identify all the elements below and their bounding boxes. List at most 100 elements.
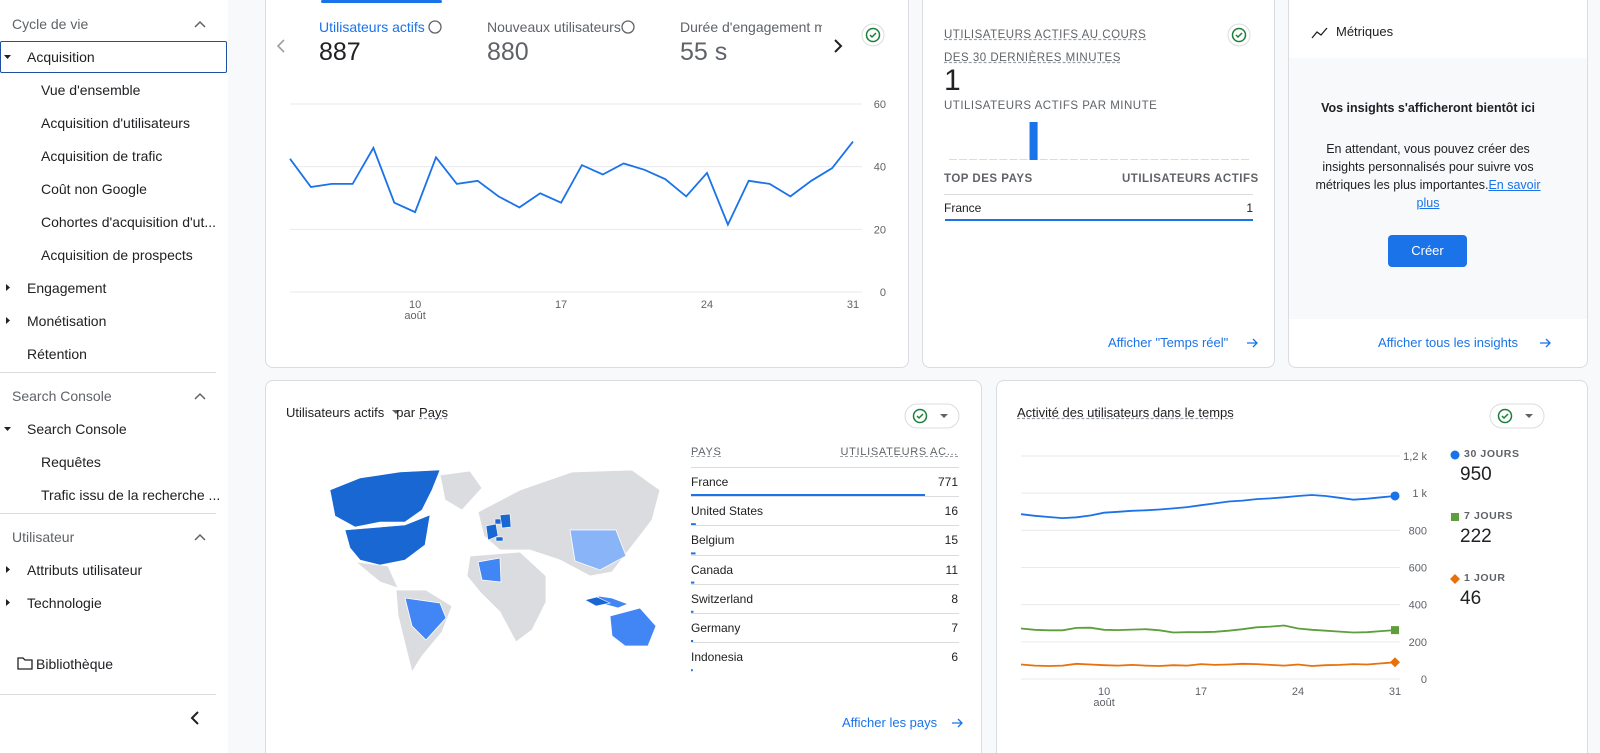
data-line [289,141,854,227]
bar [1100,159,1109,160]
nav-item[interactable]: Monétisation [27,313,107,329]
map-land [354,561,399,589]
bar [1220,159,1229,160]
legend-name: 1 JOUR [1464,572,1506,584]
x-tick-label: 10 [409,299,421,311]
table-header: UTILISATEURS ACTIFS [1122,173,1259,185]
table-cell: France [691,475,729,489]
chevron-up [194,533,206,541]
bar [1059,159,1068,160]
nav-subitem[interactable]: Acquisition de prospects [41,247,193,263]
y-tick-label: 1,2 k [1403,451,1427,463]
link[interactable]: Afficher "Temps réel" [1108,335,1229,350]
collapse-icon[interactable] [190,711,199,725]
separator [691,583,959,585]
separator [691,496,959,498]
nav-item[interactable]: Search Console [27,421,127,437]
nav-subitem[interactable]: Cohortes d'acquisition d'ut... [41,214,216,230]
bar [1240,159,1249,160]
nav-subitem[interactable]: Acquisition d'utilisateurs [41,115,190,131]
tab-label[interactable]: Durée d'engagement m [680,19,822,35]
card-title: Activité des utilisateurs dans le temps [1017,405,1234,420]
table-cell: 771 [937,475,958,489]
expanded-arrow [4,427,11,431]
nav-subitem[interactable]: Requêtes [41,454,101,470]
legend-value: 46 [1460,588,1482,609]
map-region [609,607,657,647]
link[interactable]: Afficher tous les insights [1378,335,1518,350]
nav-subitem[interactable]: Acquisition de trafic [41,148,163,164]
title-part[interactable]: Pays [419,405,448,420]
bar [1019,159,1028,160]
tab-value: 55 s [680,38,728,66]
nav-item[interactable]: Technologie [27,595,102,611]
world-map [354,469,661,674]
table-cell: United States [691,504,764,519]
map-country [485,523,499,541]
y-tick-label: 60 [874,99,886,111]
create-button[interactable]: Créer [1388,235,1467,267]
y-tick-label: 40 [874,162,886,174]
map-region [569,529,627,571]
bar [1079,159,1088,160]
arrow-icon [1247,338,1258,348]
table-header: TOP DES PAYS [944,173,1033,185]
tab-label[interactable]: Utilisateurs actifs [319,19,425,35]
bar [1200,159,1209,160]
nav-item[interactable]: Engagement [27,280,107,296]
map-country [329,469,441,528]
map-country [494,518,502,525]
separator [691,554,959,556]
link[interactable]: Afficher les pays [842,715,938,730]
collapsed-arrow [6,599,10,606]
title-part: par [396,405,416,420]
table-cell: 7 [951,621,958,635]
nav-item[interactable]: Acquisition [27,49,95,65]
table-cell: Belgium [691,533,735,548]
bar [1150,159,1159,160]
check-icon [865,27,881,43]
bar [1110,159,1119,160]
data-line [1020,624,1396,634]
nav-subitem[interactable]: Vue d'ensemble [41,82,141,98]
next-arrow[interactable] [834,39,843,53]
activity-card [996,380,1588,753]
nav-subitem[interactable]: Trafic issu de la recherche ... [41,487,221,503]
bar [1190,159,1199,160]
learn-more-link[interactable]: En savoir plus [1416,178,1541,210]
icons [17,20,1551,728]
y-tick-label: 0 [1421,674,1427,686]
table-cell: 11 [945,562,958,577]
x-tick-label: 17 [1195,686,1207,698]
tab-label[interactable]: Nouveaux utilisateurs [487,19,621,35]
nav-subitem[interactable]: Coût non Google [41,181,147,197]
arrow-icon [1540,338,1551,348]
x-sublabel: août [404,310,425,322]
prev-arrow[interactable] [276,39,285,53]
separator [944,194,1253,195]
table-cell: 6 [951,650,958,665]
insights-card [1288,0,1588,368]
table-header: UTILISATEURS AC... [840,446,958,458]
y-tick-label: 0 [880,287,886,299]
collapsed-arrow [6,566,10,573]
help-icon [621,20,635,34]
realtime-card [922,0,1275,368]
insights-text: En attendant, vous pouvez créer des insi… [1306,140,1550,212]
nav-item[interactable]: Attributs utilisateur [27,562,143,578]
data-line [1020,494,1396,520]
map-country [499,513,512,529]
map-region [477,557,502,583]
check-icon [1497,408,1513,424]
title-part[interactable]: Utilisateurs actifs [286,405,385,420]
nav-item[interactable]: Rétention [27,346,87,362]
table-header: PAYS [691,446,722,458]
x-tick-label: 24 [701,299,713,311]
bar [1230,159,1239,160]
collapsed-arrow [6,284,10,291]
nav-item[interactable]: Bibliothèque [36,656,114,672]
section-title: Search Console [12,388,112,404]
insights-title: Métriques [1336,24,1394,39]
x-tick-label: 24 [1292,686,1304,698]
check-mark [1501,413,1509,420]
